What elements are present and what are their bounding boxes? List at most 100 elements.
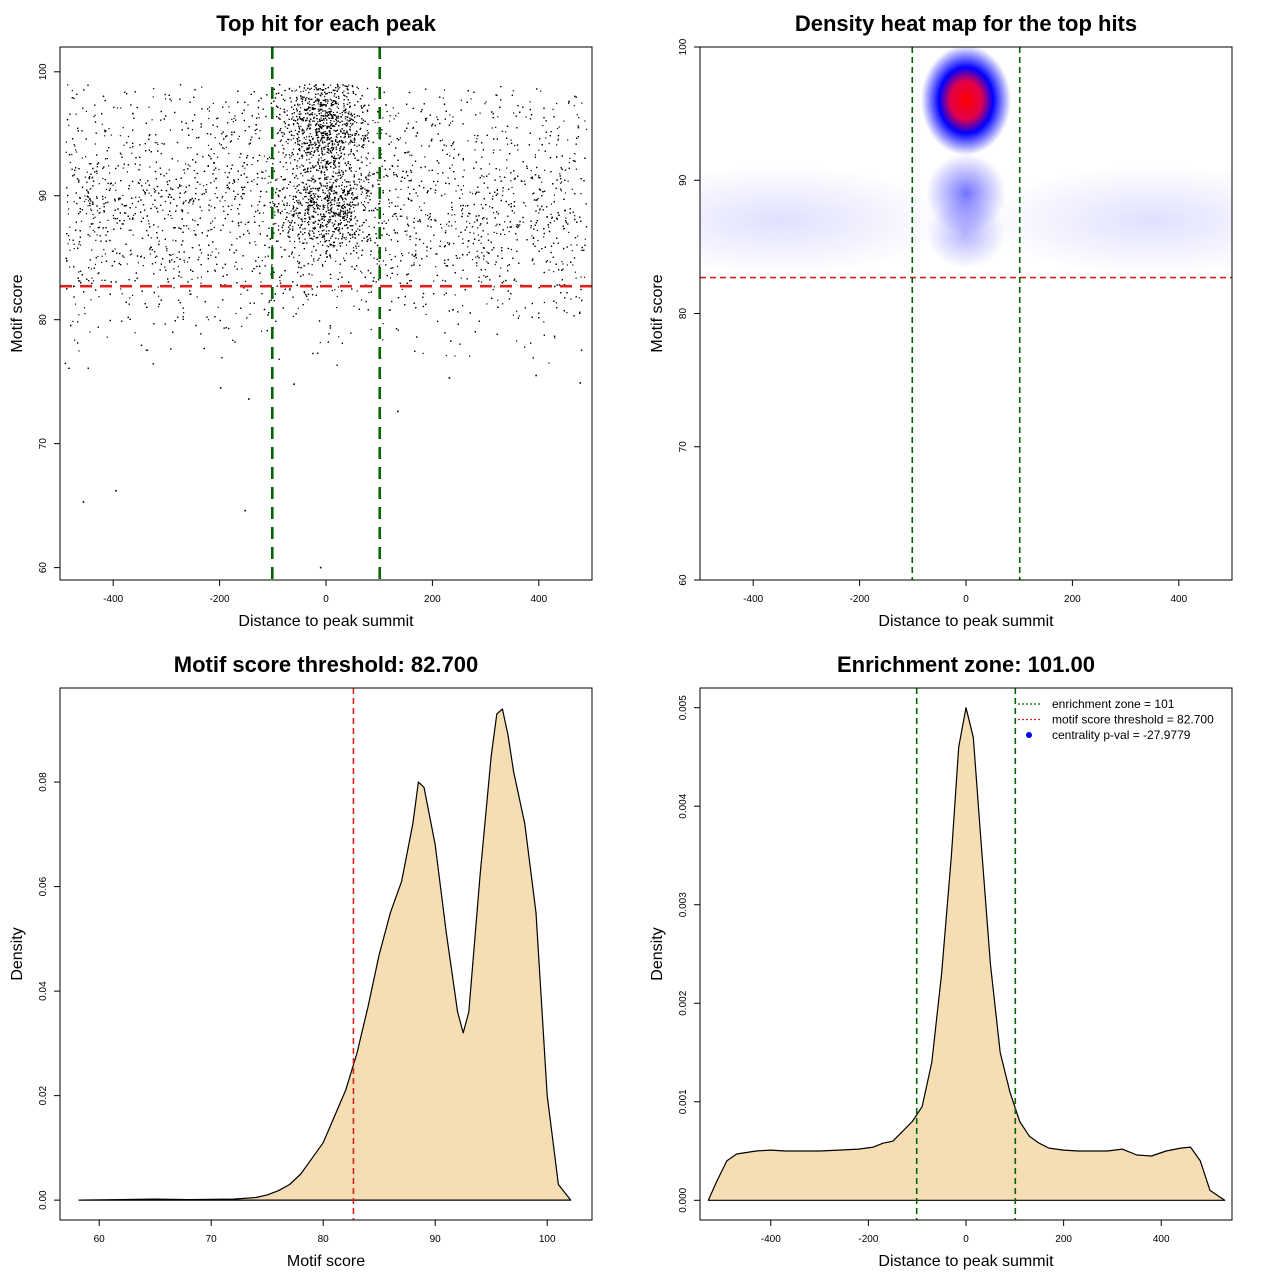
scatter-point xyxy=(90,209,93,212)
scatter-point xyxy=(228,111,230,114)
scatter-point xyxy=(334,192,336,194)
scatter-point xyxy=(297,177,299,180)
scatter-point xyxy=(99,211,101,214)
scatter-point xyxy=(330,277,332,279)
scatter-point xyxy=(349,209,351,211)
scatter-point xyxy=(213,180,215,182)
scatter-point xyxy=(162,209,164,211)
scatter-point xyxy=(501,130,503,132)
scatter-point xyxy=(177,160,179,162)
scatter-point xyxy=(304,221,306,223)
scatter-point xyxy=(177,265,179,268)
scatter-point xyxy=(78,243,80,245)
scatter-point xyxy=(510,248,512,251)
scatter-point xyxy=(376,132,378,135)
scatter-point xyxy=(483,176,485,178)
scatter-point xyxy=(67,84,69,86)
scatter-point xyxy=(336,191,338,194)
scatter-point xyxy=(338,336,340,338)
scatter-point xyxy=(313,101,315,103)
scatter-points xyxy=(64,83,588,569)
scatter-point xyxy=(219,200,221,202)
scatter-point xyxy=(166,250,168,252)
scatter-point xyxy=(148,106,150,108)
scatter-point xyxy=(346,131,348,133)
scatter-point xyxy=(311,200,313,202)
scatter-point xyxy=(307,299,309,301)
scatter-point xyxy=(499,169,501,171)
scatter-point xyxy=(84,313,86,315)
scatter-point xyxy=(193,199,195,201)
scatter-point xyxy=(463,169,465,171)
scatter-point xyxy=(321,89,323,91)
scatter-point xyxy=(67,213,69,215)
scatter-point xyxy=(343,104,345,106)
scatter-point xyxy=(98,296,100,298)
scatter-point xyxy=(411,164,413,166)
scatter-point xyxy=(194,220,196,222)
scatter-point xyxy=(104,135,106,137)
scatter-point xyxy=(427,218,429,220)
scatter-point xyxy=(72,320,74,322)
scatter-point xyxy=(303,131,305,133)
scatter-point xyxy=(188,228,190,230)
scatter-point xyxy=(529,101,531,103)
scatter-point xyxy=(337,238,340,240)
scatter-point xyxy=(337,103,340,105)
scatter-point xyxy=(382,117,384,119)
scatter-point xyxy=(284,126,286,128)
scatter-point xyxy=(91,277,93,279)
scatter-point xyxy=(308,123,310,125)
scatter-point xyxy=(483,258,485,260)
scatter-point xyxy=(69,161,71,164)
scatter-point xyxy=(562,263,564,265)
scatter-point xyxy=(517,149,519,151)
scatter-point xyxy=(341,175,343,177)
scatter-point xyxy=(455,228,457,230)
scatter-point xyxy=(74,339,76,341)
scatter-point xyxy=(349,218,351,220)
scatter-point xyxy=(78,314,80,316)
scatter-point xyxy=(253,179,255,181)
scatter-point xyxy=(321,216,323,218)
scatter-point xyxy=(169,129,171,131)
scatter-point xyxy=(319,342,321,344)
scatter-point xyxy=(92,176,94,178)
scatter-point xyxy=(330,151,332,153)
scatter-point xyxy=(354,217,356,219)
scatter-point xyxy=(357,228,359,230)
scatter-point xyxy=(83,307,86,309)
scatter-point xyxy=(75,151,78,153)
scatter-point xyxy=(214,270,216,272)
scatter-point xyxy=(200,252,203,254)
scatter-point xyxy=(308,120,310,122)
scatter-point xyxy=(318,145,320,147)
scatter-point xyxy=(90,268,92,270)
scatter-point xyxy=(114,182,116,184)
scatter-point xyxy=(553,220,555,222)
scatter-point xyxy=(300,107,302,109)
scatter-point xyxy=(110,134,112,136)
scatter-point xyxy=(164,266,166,268)
scatter-point xyxy=(347,212,349,214)
scatter-point xyxy=(353,206,355,209)
scatter-point xyxy=(507,265,509,267)
scatter-point xyxy=(293,213,295,215)
scatter-point xyxy=(312,175,314,177)
scatter-point xyxy=(536,229,538,231)
scatter-point xyxy=(362,187,364,189)
scatter-point xyxy=(557,138,559,140)
scatter-point xyxy=(104,129,106,131)
scatter-point xyxy=(353,305,355,307)
scatter-point xyxy=(345,252,347,254)
scatter-point xyxy=(413,262,415,264)
scatter-point xyxy=(489,206,491,208)
scatter-point xyxy=(332,171,335,173)
scatter-point xyxy=(383,176,385,178)
scatter-point xyxy=(313,107,315,109)
scatter-point xyxy=(288,204,291,206)
scatter-point xyxy=(276,206,278,208)
scatter-point xyxy=(112,250,114,252)
scatter-point xyxy=(294,129,296,131)
scatter-point xyxy=(350,237,352,239)
